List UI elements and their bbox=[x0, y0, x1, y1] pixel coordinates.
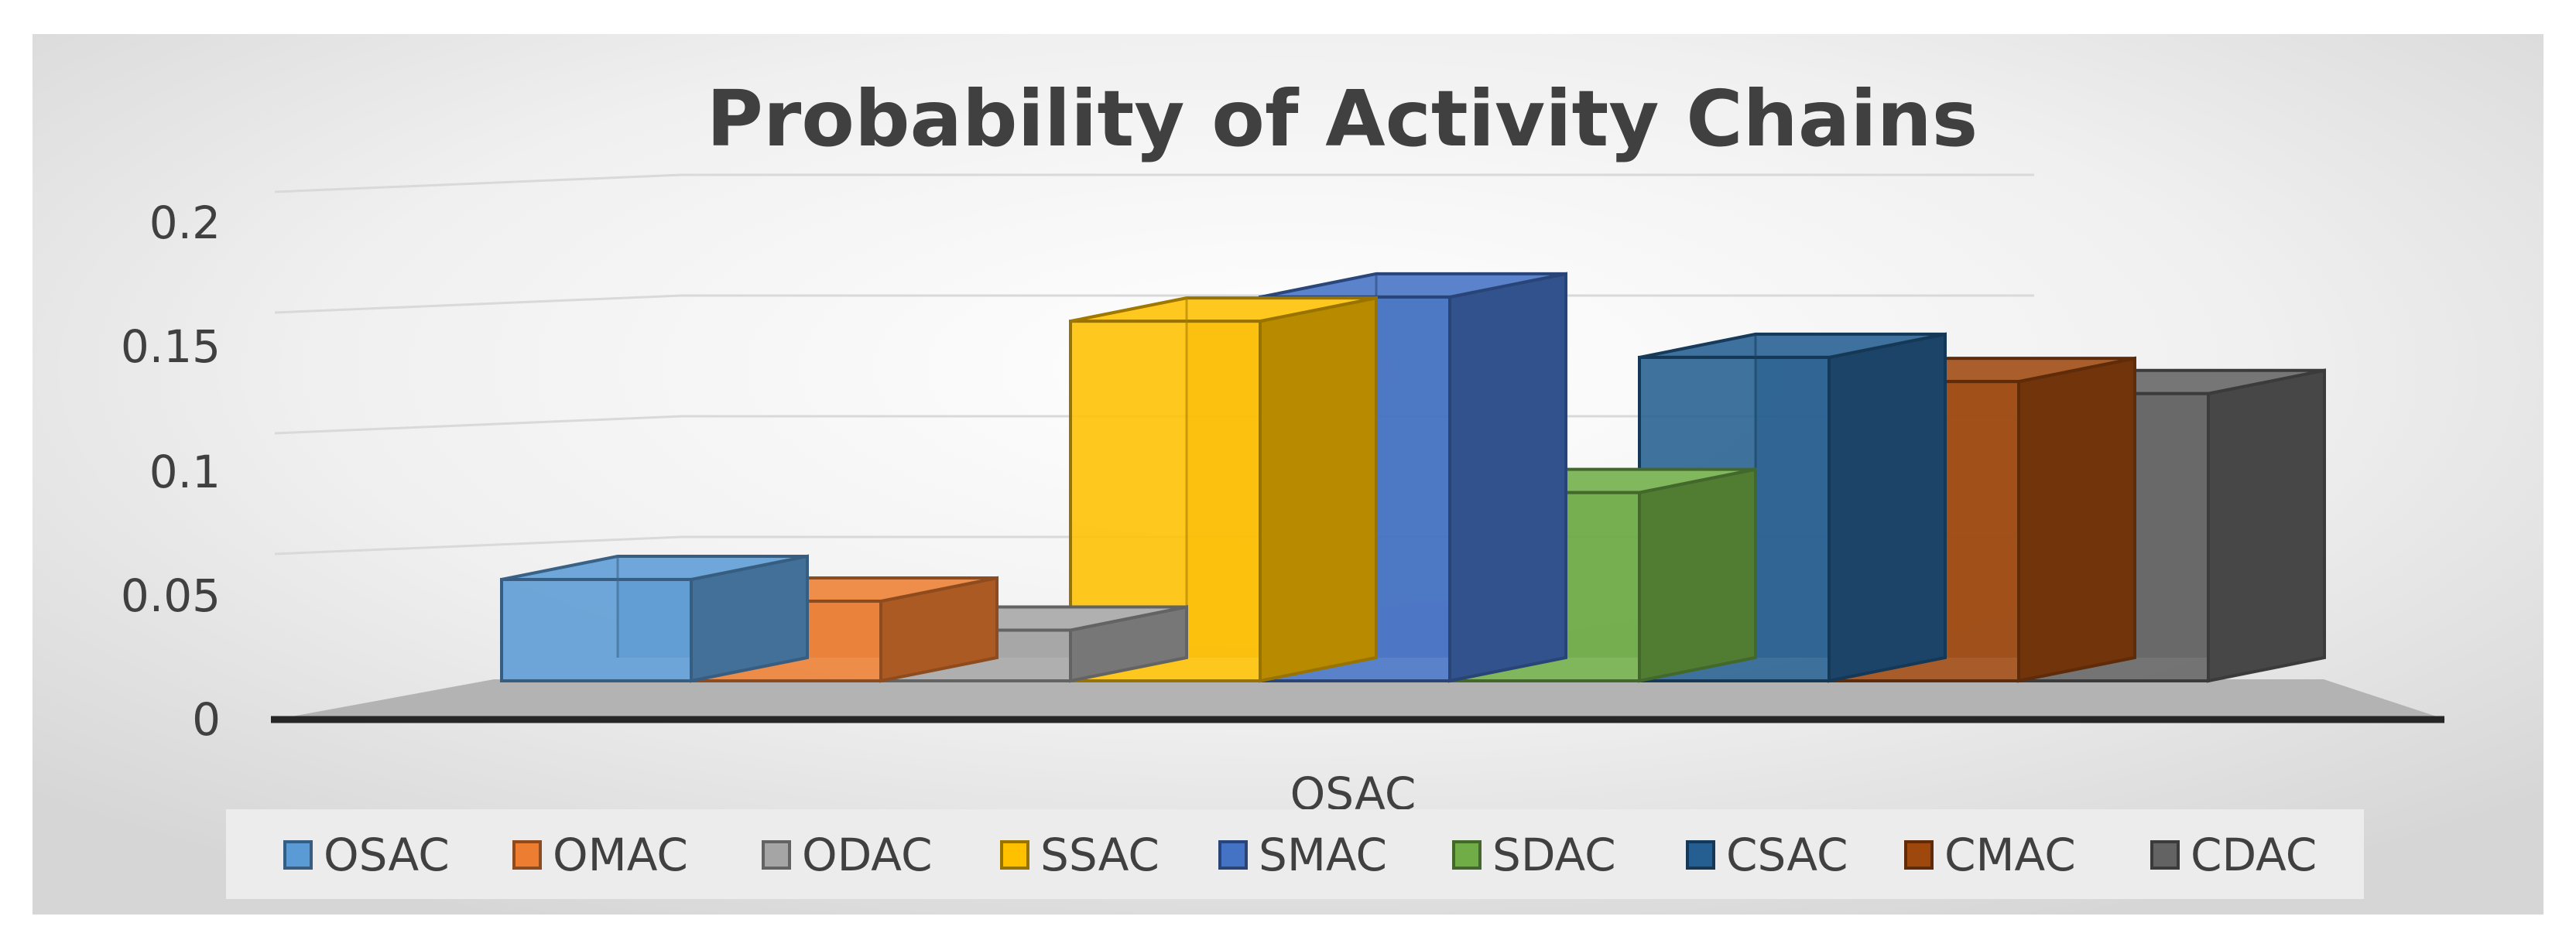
legend-item-omac: OMAC bbox=[512, 829, 688, 881]
legend-swatch bbox=[1904, 840, 1934, 870]
legend-item-smac: SMAC bbox=[1218, 829, 1387, 881]
chart-floor bbox=[271, 679, 2446, 723]
legend-label: SMAC bbox=[1259, 829, 1387, 881]
legend-item-ssac: SSAC bbox=[1000, 829, 1160, 881]
legend-swatch bbox=[283, 840, 313, 870]
bar-side-face bbox=[2017, 356, 2136, 683]
legend-box bbox=[226, 809, 2364, 899]
legend-label: SSAC bbox=[1040, 829, 1160, 881]
bar-edge bbox=[1070, 296, 1188, 658]
legend-label: OSAC bbox=[324, 829, 450, 881]
bar-side-face bbox=[1828, 332, 1947, 683]
bar-edge bbox=[501, 555, 619, 658]
legend-item-csac: CSAC bbox=[1686, 829, 1848, 881]
bars bbox=[500, 272, 2326, 683]
bar-side-face bbox=[1448, 272, 1567, 683]
legend-swatch bbox=[1218, 840, 1248, 870]
legend-label: ODAC bbox=[802, 829, 932, 881]
legend-item-sdac: SDAC bbox=[1452, 829, 1616, 881]
legend-swatch bbox=[762, 840, 791, 870]
floor-plane bbox=[275, 679, 2446, 720]
bar-side-face bbox=[1638, 467, 1757, 683]
chart-title: Probability of Activity Chains bbox=[707, 74, 1978, 164]
legend-label: CDAC bbox=[2191, 829, 2317, 881]
legend-swatch bbox=[512, 840, 542, 870]
gridline bbox=[274, 173, 2034, 193]
bar-osac bbox=[500, 554, 809, 683]
legend-label: CSAC bbox=[1726, 829, 1848, 881]
legend-swatch bbox=[2150, 840, 2180, 870]
bar-front-face bbox=[500, 577, 693, 683]
y-tick-label: 0 bbox=[192, 693, 221, 746]
legend: OSAC OMAC ODAC SSAC SMAC SDAC CSAC CMAC CDAC bbox=[283, 829, 2317, 881]
y-tick-label: 0.15 bbox=[121, 320, 221, 373]
y-tick-label: 0.1 bbox=[149, 446, 221, 498]
legend-item-osac: OSAC bbox=[283, 829, 450, 881]
legend-label: SDAC bbox=[1492, 829, 1616, 881]
legend-swatch bbox=[1452, 840, 1482, 870]
legend-swatch bbox=[1686, 840, 1715, 870]
legend-label: OMAC bbox=[553, 829, 688, 881]
legend-swatch bbox=[1000, 840, 1029, 870]
legend-item-cdac: CDAC bbox=[2150, 829, 2317, 881]
bar-side-face bbox=[2207, 368, 2326, 683]
y-tick-label: 0.05 bbox=[121, 569, 221, 622]
gridline bbox=[274, 294, 2034, 314]
y-axis-tick-labels: 0 0.05 0.1 0.15 0.2 bbox=[121, 197, 221, 746]
legend-label: CMAC bbox=[1944, 829, 2076, 881]
legend-item-odac: ODAC bbox=[762, 829, 932, 881]
legend-item-cmac: CMAC bbox=[1904, 829, 2076, 881]
y-tick-label: 0.2 bbox=[149, 197, 221, 249]
gridline bbox=[274, 415, 2034, 435]
bar-side-face bbox=[1259, 296, 1378, 683]
